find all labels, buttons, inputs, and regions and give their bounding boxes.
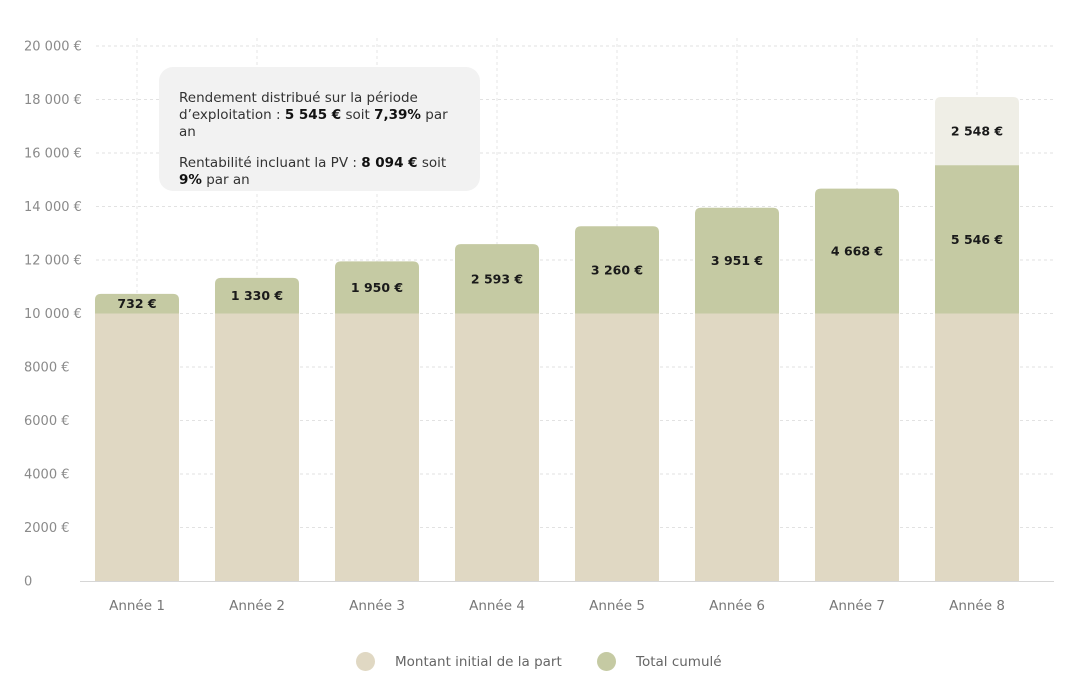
legend-item-initial[interactable]: Montant initial de la part — [356, 652, 562, 671]
bar-segment-total-cumul-[interactable] — [95, 293, 179, 314]
bar-segment-total-cumul-[interactable] — [215, 277, 299, 314]
legend-label-initial: Montant initial de la part — [395, 653, 562, 670]
x-tick-label: Année 4 — [469, 598, 525, 614]
bar-segment-montant-initial-de-la-part[interactable] — [95, 313, 179, 582]
y-tick-label: 12 000 € — [24, 254, 82, 269]
yield-amount: 5 545 € — [284, 107, 342, 123]
bar-segment-montant-initial-de-la-part[interactable] — [215, 313, 299, 582]
summary-callout: Rendement distribué sur la période d’exp… — [159, 67, 480, 191]
bar-segment-montant-initial-de-la-part[interactable] — [455, 313, 539, 582]
bar-segment-montant-initial-de-la-part[interactable] — [575, 313, 659, 582]
bar-value-label: 5 546 € — [951, 232, 1003, 247]
bar-value-label: 2 593 € — [471, 271, 523, 286]
bar-segment-montant-initial-de-la-part[interactable] — [935, 313, 1019, 582]
bar-value-label: 1 950 € — [351, 280, 403, 295]
bar-segment-montant-initial-de-la-part[interactable] — [335, 313, 419, 582]
y-tick-label: 18 000 € — [24, 93, 82, 108]
y-tick-label: 4000 € — [24, 468, 70, 483]
chart-legend: Montant initial de la part Total cumulé — [0, 652, 1078, 672]
bar-value-label: 3 260 € — [591, 262, 643, 277]
y-tick-label: 10 000 € — [24, 307, 82, 322]
callout-line-yield: Rendement distribué sur la période d’exp… — [179, 90, 448, 140]
bar-segment-montant-initial-de-la-part[interactable] — [695, 313, 779, 582]
bar-value-label: 2 548 € — [951, 124, 1003, 139]
bar-value-label: 1 330 € — [231, 288, 283, 303]
legend-label-cumulative: Total cumulé — [636, 653, 722, 670]
x-tick-label: Année 3 — [349, 598, 405, 614]
legend-swatch-cumulative — [597, 652, 616, 671]
legend-item-cumulative[interactable]: Total cumulé — [597, 652, 722, 671]
profit-rate: 9% — [179, 172, 202, 188]
legend-swatch-initial — [356, 652, 375, 671]
bar-segment-plus-value[interactable] — [935, 96, 1019, 166]
profit-amount: 8 094 € — [361, 155, 418, 171]
axis-layer: 0 2000 € 4000 € 6000 € 8000 € 10 000 € 12 000 … — [24, 40, 1054, 614]
y-tick-label: 16 000 € — [24, 147, 82, 162]
y-tick-label: 6000 € — [24, 414, 70, 429]
yield-rate: 7,39% — [374, 107, 421, 123]
callout-line-profitability: Rentabilité incluant la PV : 8 094 € soi… — [179, 155, 447, 188]
bar-segment-total-cumul-[interactable] — [935, 165, 1019, 314]
bar-segment-total-cumul-[interactable] — [455, 244, 539, 314]
bar-segment-montant-initial-de-la-part[interactable] — [815, 313, 899, 582]
x-tick-label: Année 2 — [229, 598, 285, 614]
bar-segment-total-cumul-[interactable] — [335, 261, 419, 314]
y-tick-label: 2000 € — [24, 521, 70, 536]
bar-value-label: 3 951 € — [711, 253, 763, 268]
bar-segment-total-cumul-[interactable] — [815, 188, 899, 314]
bar-value-label: 4 668 € — [831, 244, 883, 259]
bars-layer: 732 € 1 330 € 1 950 € 2 593 € 3 260 € 3 951 €… — [95, 96, 1019, 582]
x-tick-label: Année 7 — [829, 598, 885, 614]
x-tick-label: Année 6 — [709, 598, 765, 614]
y-tick-label: 20 000 € — [24, 40, 82, 55]
bar-segment-total-cumul-[interactable] — [575, 226, 659, 314]
x-tick-label: Année 5 — [589, 598, 645, 614]
y-tick-label: 14 000 € — [24, 200, 82, 215]
bar-segment-total-cumul-[interactable] — [695, 207, 779, 314]
x-tick-label: Année 1 — [109, 598, 165, 614]
y-tick-label: 8000 € — [24, 361, 70, 376]
y-tick-label: 0 — [24, 575, 32, 590]
x-tick-label: Année 8 — [949, 598, 1005, 614]
bar-value-label: 732 € — [117, 296, 156, 311]
